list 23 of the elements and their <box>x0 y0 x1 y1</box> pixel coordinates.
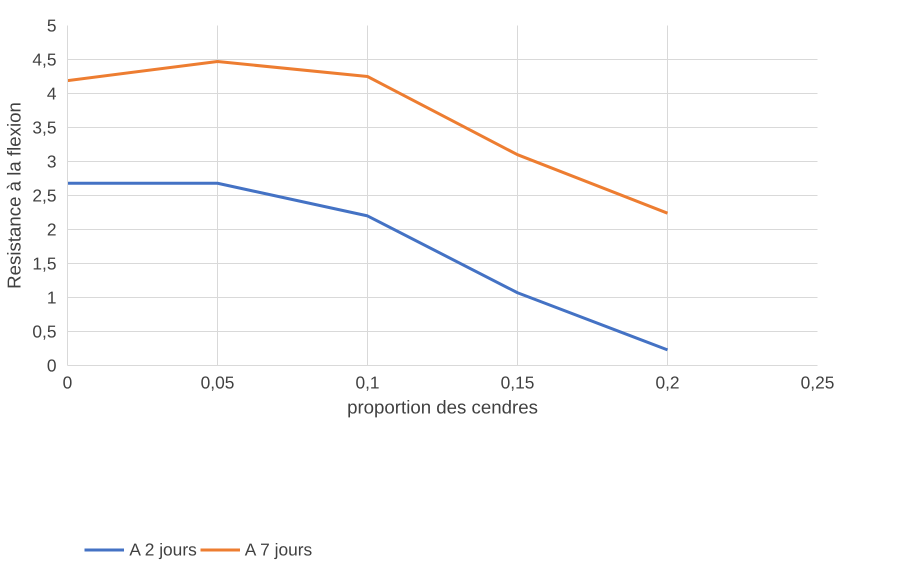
y-tick-label: 0,5 <box>32 322 57 342</box>
x-tick-label: 0,25 <box>800 372 834 392</box>
y-tick-label: 4,5 <box>32 50 57 70</box>
y-tick-label: 2,5 <box>32 186 57 206</box>
line-series <box>68 60 669 215</box>
y-tick-label: 2 <box>46 220 57 240</box>
y-tick-label: 4 <box>46 84 57 104</box>
x-tick-label: 0,15 <box>500 372 534 392</box>
x-tick-label: 0 <box>62 372 72 392</box>
x-tick-label: 0,05 <box>200 372 234 392</box>
x-axis-title: proportion des cendres <box>347 396 538 418</box>
y-tick-label: 5 <box>46 16 57 36</box>
y-tick-label: 3 <box>46 152 57 172</box>
y-tick-label: 3,5 <box>32 118 57 138</box>
line-series <box>68 182 669 352</box>
legend-label: A 2 jours <box>129 539 197 560</box>
y-tick-label: 0 <box>46 356 57 376</box>
y-tick-label: 1,5 <box>32 254 57 274</box>
legend-label: A 7 jours <box>244 539 312 560</box>
y-tick-label: 1 <box>46 288 57 308</box>
x-tick-label: 0,1 <box>355 372 380 392</box>
y-axis-title: Resistance à la flexion <box>3 102 24 289</box>
x-tick-label: 0,2 <box>655 372 680 392</box>
